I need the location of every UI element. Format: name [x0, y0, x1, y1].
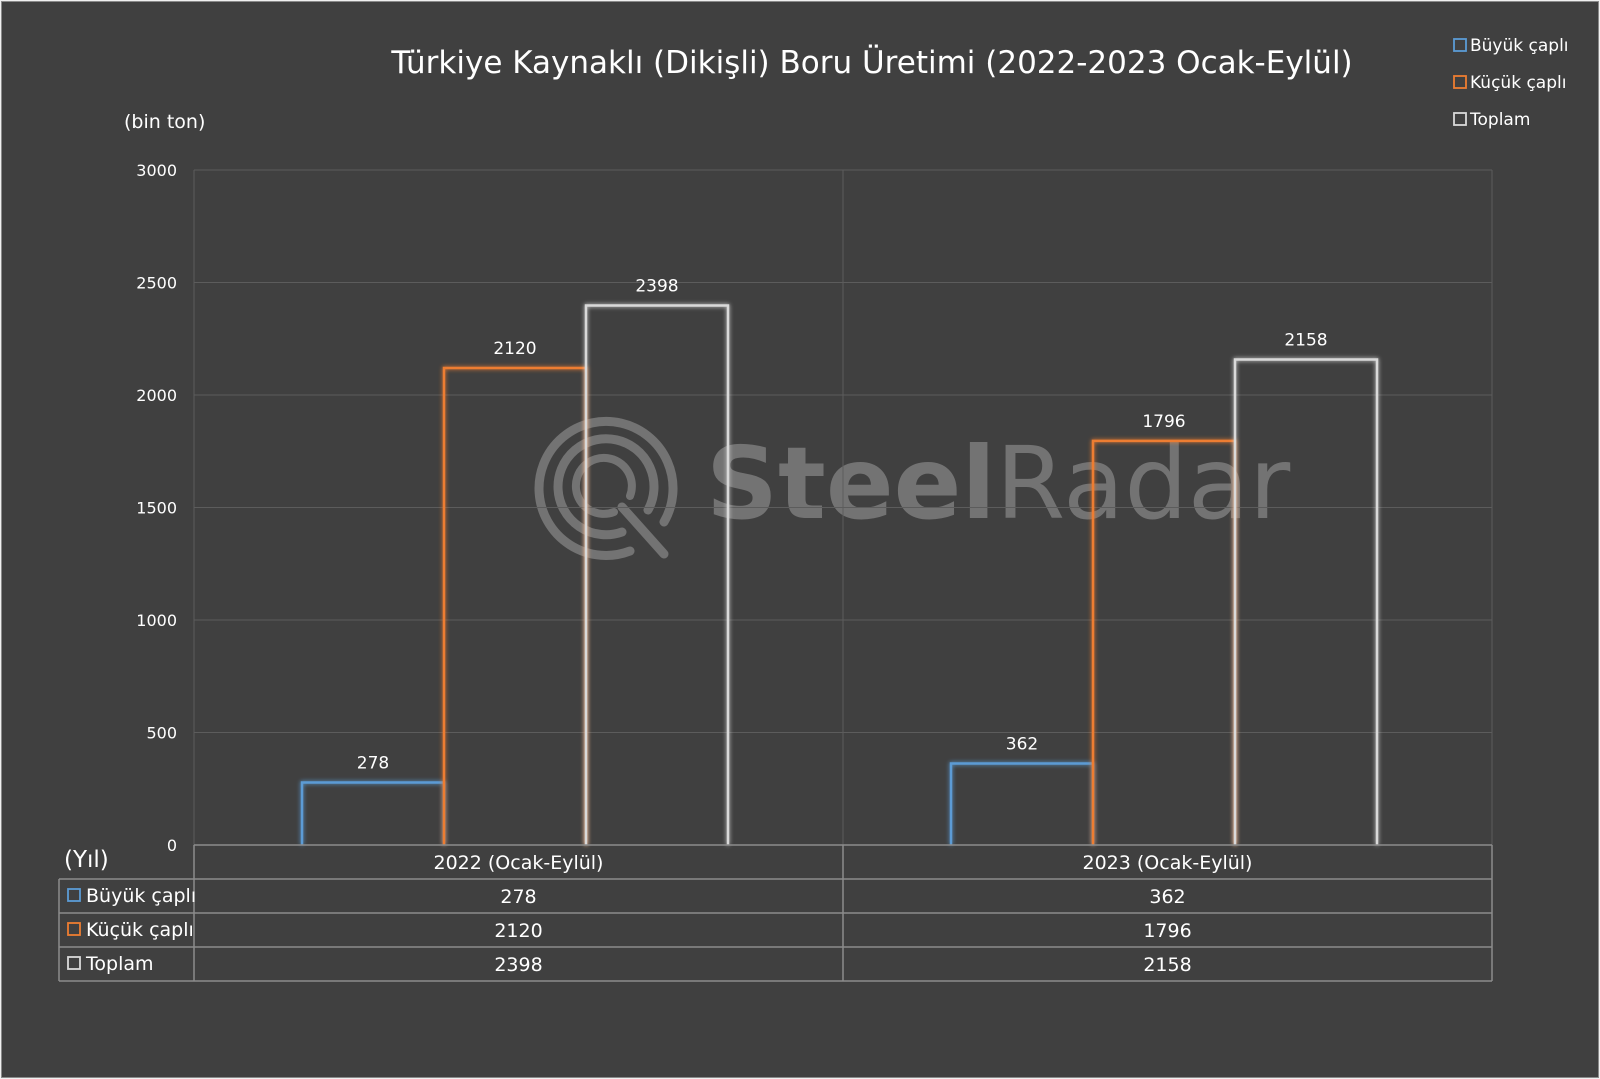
category-label: 2023 (Ocak-Eylül): [1083, 852, 1253, 874]
table-legend-key: [67, 888, 81, 902]
legend-key: [1453, 75, 1467, 89]
bar-buyuk-0: [300, 781, 446, 845]
legend-key: [1453, 38, 1467, 52]
legend-entry: Büyük çaplı: [1470, 36, 1569, 56]
y-tick-label: 0: [167, 836, 177, 855]
y-tick-label: 3000: [136, 161, 177, 180]
table-cell-value: 2398: [494, 954, 542, 976]
watermark-text: SteelRadar: [706, 425, 1291, 542]
watermark-brand-first: Steel: [706, 425, 996, 542]
bar-toplam-1: [1233, 358, 1379, 845]
y-tick-label: 2000: [136, 386, 177, 405]
y-axis-ticks: 0 500 1000 1500 2000 2500 3000: [136, 161, 177, 855]
bar-buyuk-1: [949, 762, 1095, 845]
table-legend-key: [67, 922, 81, 936]
table-legend-key: [67, 956, 81, 970]
y-axis-unit-label: (bin ton): [124, 111, 205, 133]
data-label: 1796: [1142, 412, 1185, 432]
legend-key: [1453, 112, 1467, 126]
legend-entry: Küçük çaplı: [1470, 73, 1566, 93]
data-label: 278: [357, 753, 389, 773]
steelradar-logo-icon: [534, 416, 678, 560]
legend: Büyük çaplı Küçük çaplı Toplam: [1453, 36, 1569, 130]
y-tick-label: 1500: [136, 499, 177, 518]
table-cell-value: 362: [1149, 886, 1185, 908]
data-label: 2158: [1284, 330, 1327, 350]
table-series-name: Toplam: [85, 953, 154, 975]
table-header-label: (Yıl): [64, 847, 109, 873]
data-label: 2398: [635, 276, 678, 296]
table-cell-value: 2120: [494, 920, 542, 942]
y-tick-label: 1000: [136, 611, 177, 630]
table-cell-value: 278: [500, 886, 536, 908]
gridlines: [193, 169, 1493, 845]
table-cell-value: 1796: [1143, 920, 1191, 942]
bar-toplam-0: [584, 304, 730, 845]
y-tick-label: 500: [146, 724, 177, 743]
data-label: 362: [1006, 735, 1038, 755]
chart-title: Türkiye Kaynaklı (Dikişli) Boru Üretimi …: [390, 44, 1352, 81]
watermark-brand-second: Radar: [996, 425, 1291, 542]
y-tick-label: 2500: [136, 274, 177, 293]
data-table: (Yıl) 2022 (Ocak-Eylül) 2023 (Ocak-Eylül) B…: [58, 844, 1493, 982]
table-cell-value: 2158: [1143, 954, 1191, 976]
table-series-name: Küçük çaplı: [86, 919, 194, 941]
bars: [300, 304, 1379, 845]
legend-entry: Toplam: [1469, 110, 1530, 130]
data-label: 2120: [493, 339, 536, 359]
table-series-name: Büyük çaplı: [86, 885, 196, 907]
steelradar-watermark: SteelRadar: [534, 416, 1291, 560]
data-labels: 278 362 2120 1796 2398 2158: [357, 276, 1328, 773]
category-label: 2022 (Ocak-Eylül): [434, 852, 604, 874]
